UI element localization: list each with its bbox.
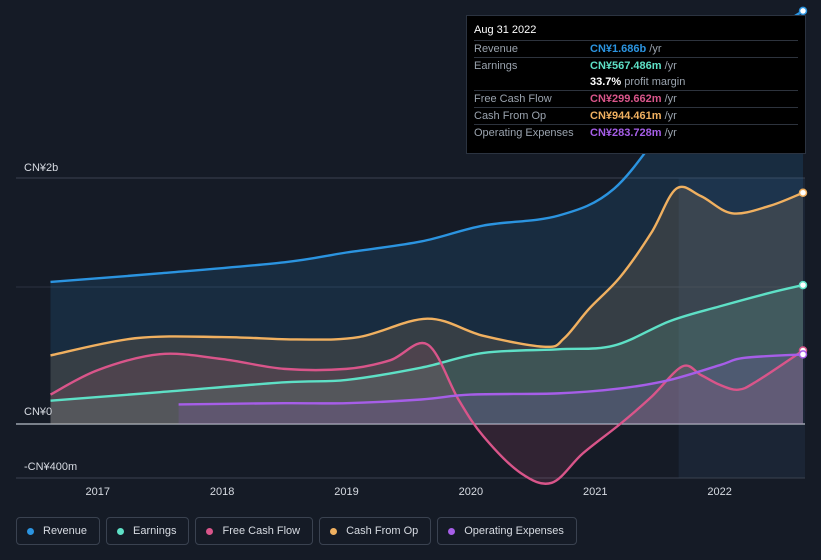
tooltip-suffix: /yr [664,93,677,105]
legend-item-operating-expenses[interactable]: Operating Expenses [437,517,577,545]
line-free-cash-flow [49,341,804,485]
tooltip-value: CN¥944.461m [590,110,662,122]
tooltip-suffix: /yr [664,110,677,122]
x-tick-label: 2022 [707,486,731,498]
legend-dot-icon [117,527,125,535]
legend-item-cash-from-op[interactable]: Cash From Op [319,517,432,545]
endpoint-revenue [798,6,808,16]
legend-label: Cash From Op [346,525,419,537]
tooltip-row-earnings: Earnings CN¥567.486m /yr [474,57,798,74]
x-tick-label: 2019 [334,486,358,498]
x-tick-label: 2021 [583,486,607,498]
tooltip-label: Free Cash Flow [474,93,552,105]
y-tick-label-zero: CN¥0 [24,406,52,418]
tooltip-value: CN¥567.486m [590,60,662,72]
tooltip-label: Cash From Op [474,110,547,122]
tooltip-row-cash-from-op: Cash From Op CN¥944.461m /yr [474,107,798,124]
legend-label: Earnings [133,525,177,537]
tooltip-suffix: /yr [664,60,677,72]
area-revenue [50,10,803,425]
legend-dot-icon [448,527,456,535]
tooltip-row-operating-expenses: Operating Expenses CN¥283.728m /yr [474,124,798,141]
tooltip-value: CN¥283.728m [590,127,662,139]
legend-label: Revenue [43,525,88,537]
tooltip-label: Earnings [474,60,518,72]
tooltip-label: Operating Expenses [474,127,574,139]
legend-label: Operating Expenses [464,525,564,537]
x-tick-label: 2018 [210,486,234,498]
legend-item-earnings[interactable]: Earnings [106,517,190,545]
area-cash-from-op [50,186,803,424]
endpoint-cash-from-op [798,188,808,197]
tooltip-row-profit-margin: 33.7% profit margin [474,74,798,90]
tooltip-row-revenue: Revenue CN¥1.686b /yr [474,40,798,57]
endpoint-earnings [798,280,808,290]
area-free-cash-flow [50,342,803,484]
tooltip-panel: Aug 31 2022 Revenue CN¥1.686b /yr Earnin… [466,15,806,154]
y-tick-label-bottom: -CN¥400m [24,461,77,473]
legend-label: Free Cash Flow [222,525,301,537]
legend-item-revenue[interactable]: Revenue [16,517,101,545]
x-axis: 2017 2018 2019 2020 2021 2022 [86,486,732,498]
tooltip-suffix: profit margin [624,76,686,88]
tooltip-suffix: /yr [664,127,677,139]
tooltip-date: Aug 31 2022 [474,24,537,36]
tooltip-value: CN¥1.686b [590,43,647,55]
x-tick-label: 2017 [86,486,110,498]
tooltip-value: CN¥299.662m [590,93,662,105]
legend-dot-icon [27,527,34,535]
tooltip-row-free-cash-flow: Free Cash Flow CN¥299.662m /yr [474,90,798,107]
forecast-highlight-band [678,178,805,478]
series-areas [50,10,803,484]
line-earnings [50,283,804,402]
y-tick-label-top: CN¥2b [24,162,58,174]
series-endpoints [798,6,808,359]
legend-item-free-cash-flow[interactable]: Free Cash Flow [195,517,314,545]
tooltip-value: 33.7% [590,76,622,88]
gridlines [16,177,805,479]
line-operating-expenses [178,353,804,406]
legend-dot-icon [206,527,214,535]
legend-dot-icon [330,527,338,535]
line-cash-from-op [50,185,804,357]
chart-legend: Revenue Earnings Free Cash Flow Cash Fro… [16,517,577,545]
tooltip-label: Revenue [474,43,519,55]
x-tick-label: 2020 [459,486,483,498]
area-operating-expenses [178,354,803,424]
endpoint-operating-expenses [798,350,808,359]
tooltip-suffix: /yr [649,43,662,55]
